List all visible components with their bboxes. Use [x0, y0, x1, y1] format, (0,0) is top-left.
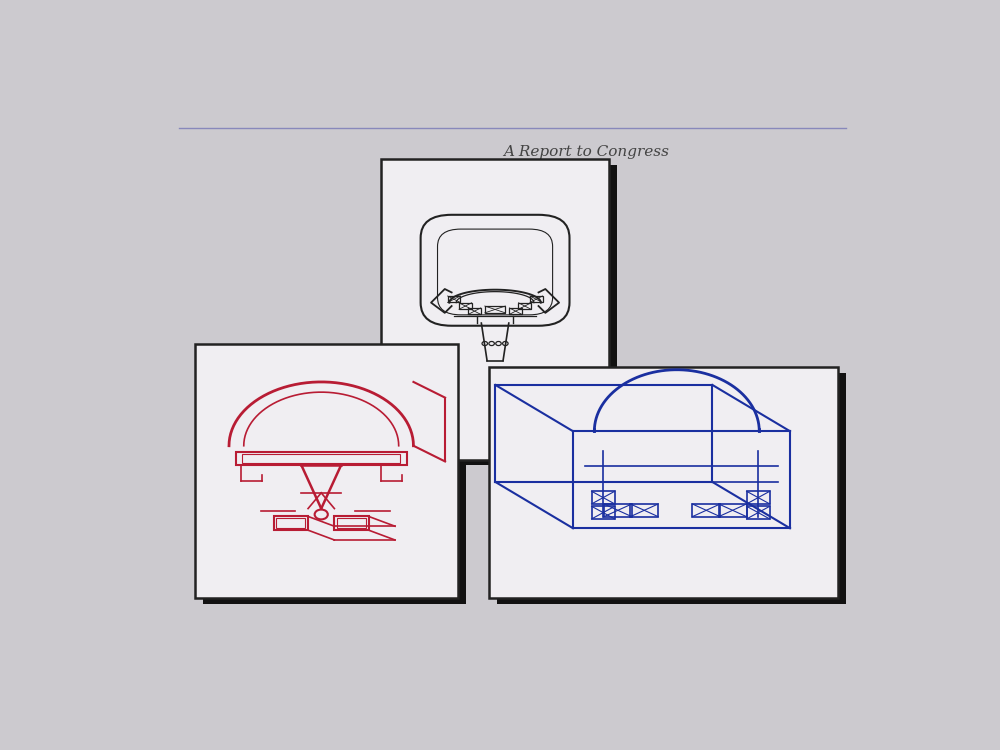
Bar	[497, 373, 846, 604]
Text: A Report to Congress: A Report to Congress	[503, 145, 669, 159]
Bar	[468, 308, 481, 314]
Bar	[692, 504, 720, 517]
Bar	[630, 504, 658, 517]
Bar	[388, 165, 617, 465]
Bar	[202, 350, 466, 604]
Bar	[459, 303, 472, 309]
Bar	[381, 159, 609, 460]
Bar	[604, 504, 632, 517]
Bar	[747, 491, 770, 504]
Bar	[719, 504, 747, 517]
Bar	[242, 454, 400, 464]
Bar	[489, 368, 838, 598]
Bar	[448, 296, 460, 302]
Bar	[485, 306, 505, 313]
Bar	[530, 296, 543, 302]
Bar	[592, 506, 615, 519]
Bar	[337, 518, 366, 528]
Bar	[518, 303, 531, 309]
Bar	[195, 344, 458, 598]
Bar	[274, 517, 308, 530]
Bar	[592, 491, 615, 504]
Bar	[509, 308, 522, 314]
Bar	[236, 452, 407, 465]
Bar	[334, 517, 369, 530]
Bar	[276, 518, 305, 528]
Bar	[747, 506, 770, 519]
